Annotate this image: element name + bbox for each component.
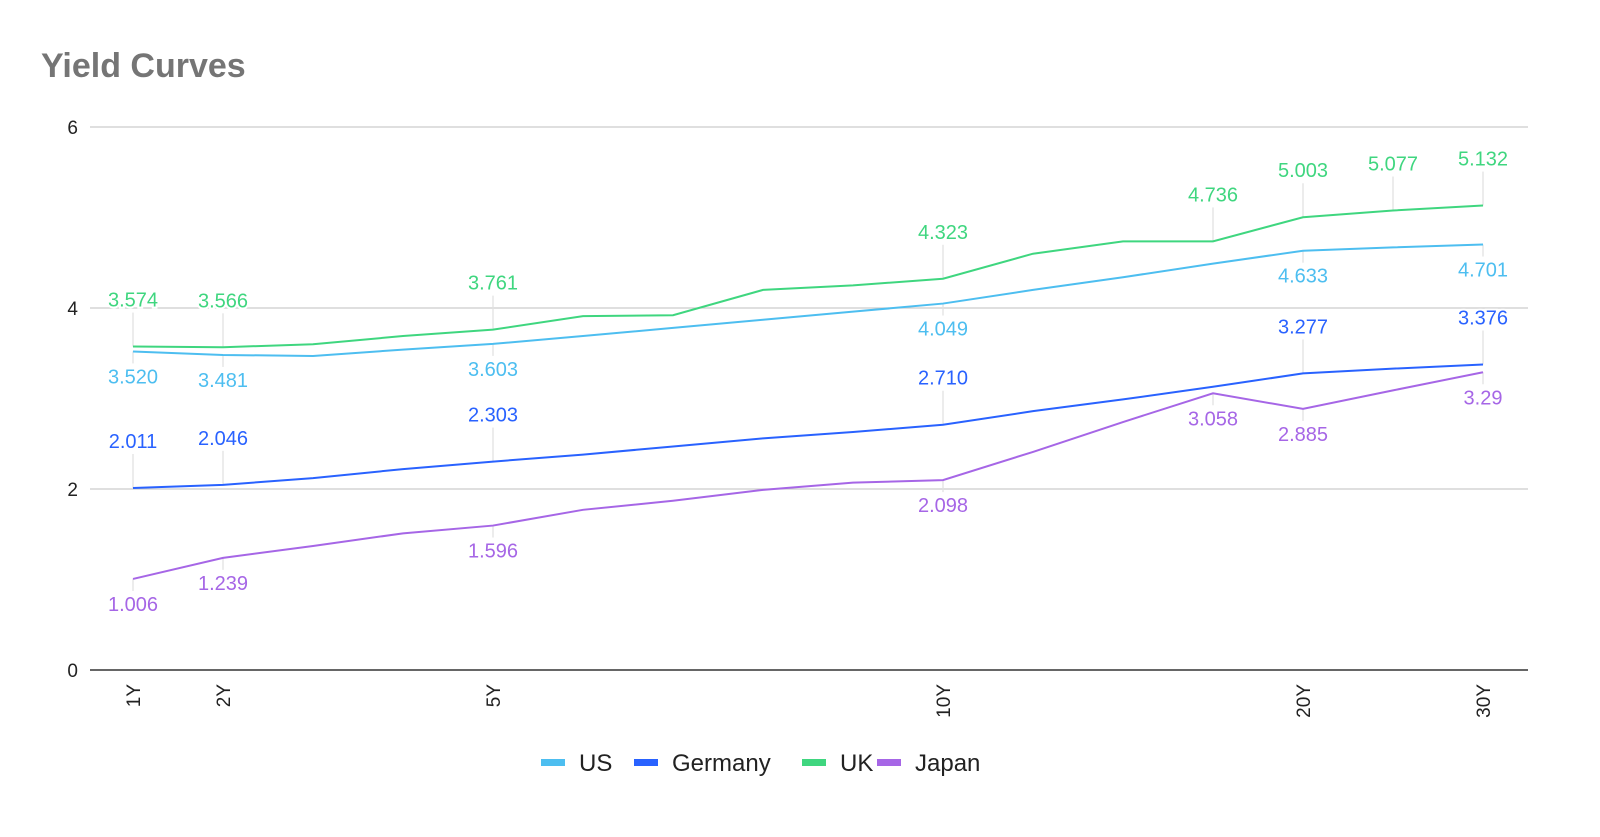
series-line-us <box>132 243 1484 357</box>
legend-label-japan: Japan <box>915 750 980 777</box>
data-label-us: 3.481 <box>198 370 248 392</box>
y-tick-label: 6 <box>67 118 78 139</box>
legend-swatch-us <box>541 759 565 766</box>
data-label-leaders <box>132 171 1484 591</box>
data-label-us: 3.603 <box>468 359 518 381</box>
legend-swatch-uk <box>802 759 826 766</box>
data-label-japan: 3.058 <box>1188 408 1238 430</box>
data-label-us: 4.701 <box>1458 260 1508 282</box>
legend-label-germany: Germany <box>672 750 771 777</box>
data-label-germany: 2.710 <box>918 368 968 390</box>
legend-swatch-japan <box>877 759 901 766</box>
data-label-germany: 2.303 <box>468 405 518 427</box>
y-tick-label: 4 <box>67 299 78 320</box>
data-label-us: 4.633 <box>1278 266 1328 288</box>
series-line-japan <box>132 371 1484 580</box>
data-label-uk: 5.132 <box>1458 149 1508 171</box>
legend-label-uk: UK <box>840 750 873 777</box>
data-label-uk: 3.574 <box>108 290 158 312</box>
y-tick-label: 2 <box>67 480 78 501</box>
data-label-uk: 5.077 <box>1368 154 1418 176</box>
data-label-germany: 2.046 <box>198 428 248 450</box>
series-line-germany <box>132 363 1484 490</box>
x-tick-label: 5Y <box>484 684 505 708</box>
data-label-uk: 5.003 <box>1278 160 1328 182</box>
data-label-us: 3.520 <box>108 366 158 388</box>
x-tick-label: 30Y <box>1474 684 1495 718</box>
data-label-uk: 3.566 <box>198 290 248 312</box>
x-tick-label: 1Y <box>124 684 145 708</box>
x-tick-label: 20Y <box>1294 684 1315 718</box>
data-label-uk: 3.761 <box>468 273 518 295</box>
legend: US Germany UK Japan <box>541 750 980 777</box>
data-label-uk: 4.323 <box>918 222 968 244</box>
data-label-germany: 3.376 <box>1458 307 1508 329</box>
data-label-germany: 3.277 <box>1278 316 1328 338</box>
x-tick-label: 10Y <box>934 684 955 718</box>
data-label-japan: 2.885 <box>1278 424 1328 446</box>
data-label-uk: 4.736 <box>1188 184 1238 206</box>
data-label-japan: 1.596 <box>468 541 518 563</box>
data-labels: 3.520 3.481 3.603 4.049 4.633 4.701 2.011 2.046… <box>106 147 1510 618</box>
x-tick-label: 2Y <box>214 684 235 708</box>
chart-title: Yield Curves <box>41 47 246 85</box>
legend-label-us: US <box>579 750 612 777</box>
data-label-japan: 1.239 <box>198 573 248 595</box>
y-tick-label: 0 <box>67 661 78 682</box>
data-label-germany: 2.011 <box>109 431 158 453</box>
legend-swatch-germany <box>634 759 658 766</box>
x-axis-ticks: 1Y 2Y 5Y 10Y 20Y 30Y <box>124 684 1495 718</box>
data-label-japan: 1.006 <box>108 594 158 616</box>
gridlines <box>90 126 1528 671</box>
y-axis-ticks: 0 2 4 6 <box>67 118 78 682</box>
series-lines <box>132 204 1484 580</box>
data-label-japan: 2.098 <box>918 495 968 517</box>
series-line-uk <box>132 204 1484 349</box>
data-label-japan: 3.29 <box>1464 387 1503 409</box>
data-label-us: 4.049 <box>918 319 968 341</box>
